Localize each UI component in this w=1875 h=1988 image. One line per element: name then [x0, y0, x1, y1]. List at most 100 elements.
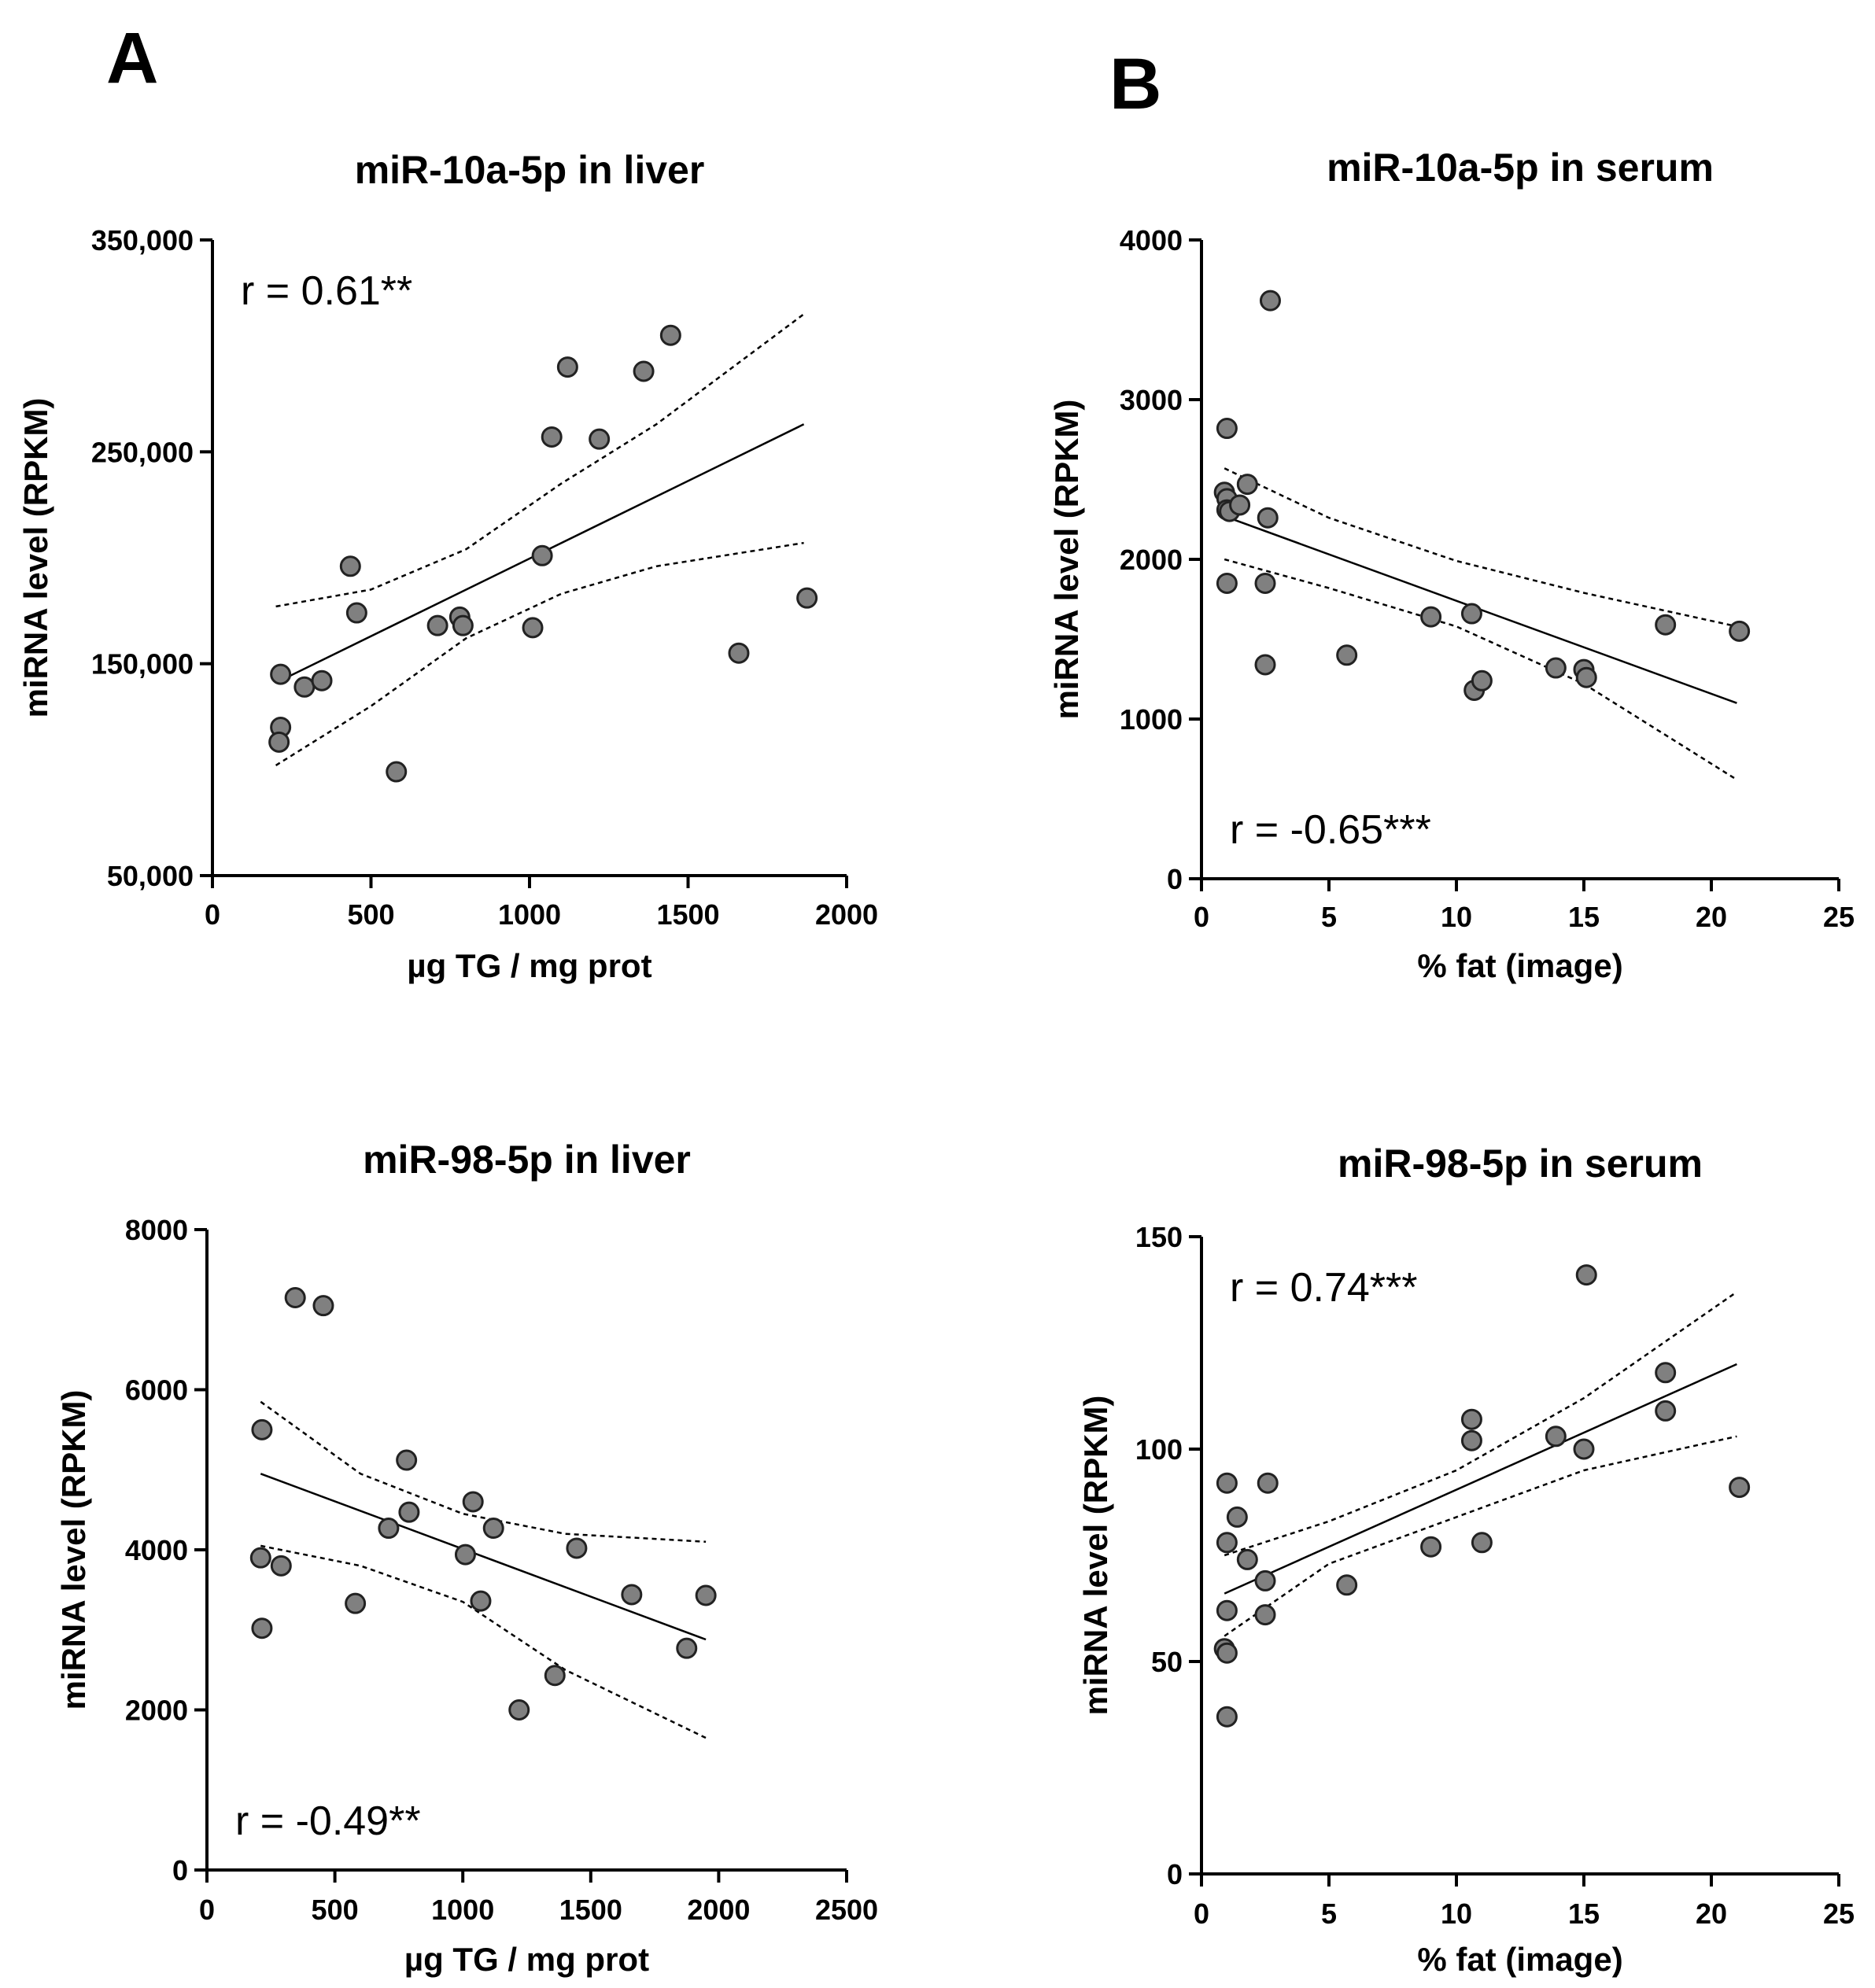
data-point [556, 356, 578, 378]
data-point [1216, 1532, 1238, 1554]
confidence-band-lower [1224, 1435, 1737, 1637]
data-point [293, 676, 316, 698]
y-tick-label: 2000 [125, 1695, 188, 1727]
y-axis-label: miRNA level (RPKM) [55, 1390, 92, 1710]
chart-mir98-serum: miR-98-5p in serum 0 5 10 15 20 25 0 50 100 150 % f… [1077, 1142, 1855, 1978]
panel-label-a: A [106, 18, 158, 98]
data-point [1471, 669, 1493, 692]
data-point [312, 1295, 334, 1317]
data-point [1216, 572, 1238, 594]
data-point [728, 642, 750, 664]
data-point [1655, 1400, 1677, 1422]
data-point [1460, 603, 1482, 625]
data-point [378, 1518, 400, 1540]
data-point [1254, 1569, 1276, 1592]
data-point [482, 1518, 504, 1540]
data-point [1729, 620, 1751, 642]
x-tick-label: 0 [199, 1894, 215, 1926]
data-point [249, 1547, 271, 1569]
confidence-band-upper [275, 313, 805, 608]
correlation-annotation: r = 0.74*** [1230, 1265, 1418, 1311]
data-point [1229, 494, 1251, 516]
x-tick-label: 1000 [498, 898, 561, 931]
data-point [284, 1286, 306, 1308]
data-point [1254, 572, 1276, 594]
data-point [270, 663, 292, 685]
data-point [633, 360, 655, 382]
chart-title: miR-98-5p in serum [1338, 1142, 1703, 1186]
data-point [1254, 654, 1276, 676]
x-tick-label: 1500 [559, 1894, 622, 1926]
x-tick-label: 0 [205, 898, 220, 931]
x-tick-label: 10 [1441, 1898, 1472, 1930]
x-tick-label: 500 [347, 898, 394, 931]
y-axis-label: miRNA level (RPKM) [17, 398, 54, 718]
x-tick-label: 2000 [687, 1894, 750, 1926]
data-point [311, 669, 333, 692]
data-point [398, 1501, 420, 1523]
y-tick-label: 50 [1151, 1646, 1183, 1678]
data-point [270, 1555, 292, 1577]
x-tick-label: 15 [1568, 901, 1600, 933]
data-point [1545, 657, 1567, 679]
data-point [1226, 1506, 1248, 1528]
data-point [251, 1617, 273, 1639]
x-tick-label: 1500 [656, 898, 719, 931]
data-point [1575, 1264, 1597, 1286]
x-axis-label: µg TG / mg prot [404, 1941, 649, 1978]
data-point [268, 731, 290, 753]
data-point [1236, 474, 1258, 496]
x-tick-label: 5 [1321, 901, 1337, 933]
confidence-band-lower [275, 541, 804, 766]
data-point [659, 324, 681, 346]
y-tick-label: 150 [1135, 1221, 1183, 1253]
data-point [1575, 666, 1597, 688]
data-point [695, 1584, 717, 1606]
data-point [251, 1418, 273, 1440]
correlation-annotation: r = -0.49** [235, 1798, 421, 1844]
y-tick-label: 150,000 [91, 648, 194, 680]
y-tick-label: 4000 [125, 1534, 188, 1566]
data-point [1216, 1642, 1238, 1664]
data-point [1254, 1604, 1276, 1626]
data-point [1236, 1548, 1258, 1570]
data-point [1216, 1599, 1238, 1621]
chart-mir10a-liver: miR-10a-5p in liver 0 500 1000 1500 2000 50,00… [17, 148, 878, 984]
x-tick-label: 15 [1568, 1898, 1600, 1930]
data-point [541, 426, 563, 448]
y-tick-label: 1000 [1120, 703, 1183, 736]
x-axis-label: % fat (image) [1417, 1941, 1622, 1978]
chart-mir10a-serum: miR-10a-5p in serum 0 5 10 15 20 25 0 1000 2000 30… [1048, 146, 1855, 984]
confidence-band-upper [1224, 1291, 1738, 1557]
data-point [1336, 644, 1358, 666]
x-tick-label: 20 [1696, 901, 1727, 933]
data-point [470, 1590, 492, 1612]
data-point [1216, 418, 1238, 440]
data-point [1257, 507, 1279, 529]
data-point [396, 1449, 418, 1471]
data-point [1216, 1706, 1238, 1728]
data-point [345, 1592, 367, 1614]
data-point [508, 1699, 530, 1721]
data-point [1729, 1477, 1751, 1499]
x-tick-label: 1000 [431, 1894, 494, 1926]
x-tick-label: 0 [1194, 901, 1209, 933]
data-point [1655, 1362, 1677, 1384]
data-point [1460, 1408, 1482, 1430]
data-point [1655, 614, 1677, 636]
data-point [462, 1491, 484, 1513]
data-point [566, 1537, 588, 1559]
data-point [1545, 1426, 1567, 1448]
y-tick-label: 350,000 [91, 224, 194, 256]
data-point [1471, 1532, 1493, 1554]
data-point [544, 1665, 566, 1687]
x-tick-label: 10 [1441, 901, 1472, 933]
regression-line [1224, 1363, 1737, 1595]
x-tick-label: 5 [1321, 1898, 1337, 1930]
x-tick-label: 0 [1194, 1898, 1209, 1930]
x-tick-label: 2000 [815, 898, 878, 931]
y-tick-label: 3000 [1120, 384, 1183, 416]
y-tick-label: 6000 [125, 1374, 188, 1407]
y-tick-label: 50,000 [107, 860, 194, 892]
